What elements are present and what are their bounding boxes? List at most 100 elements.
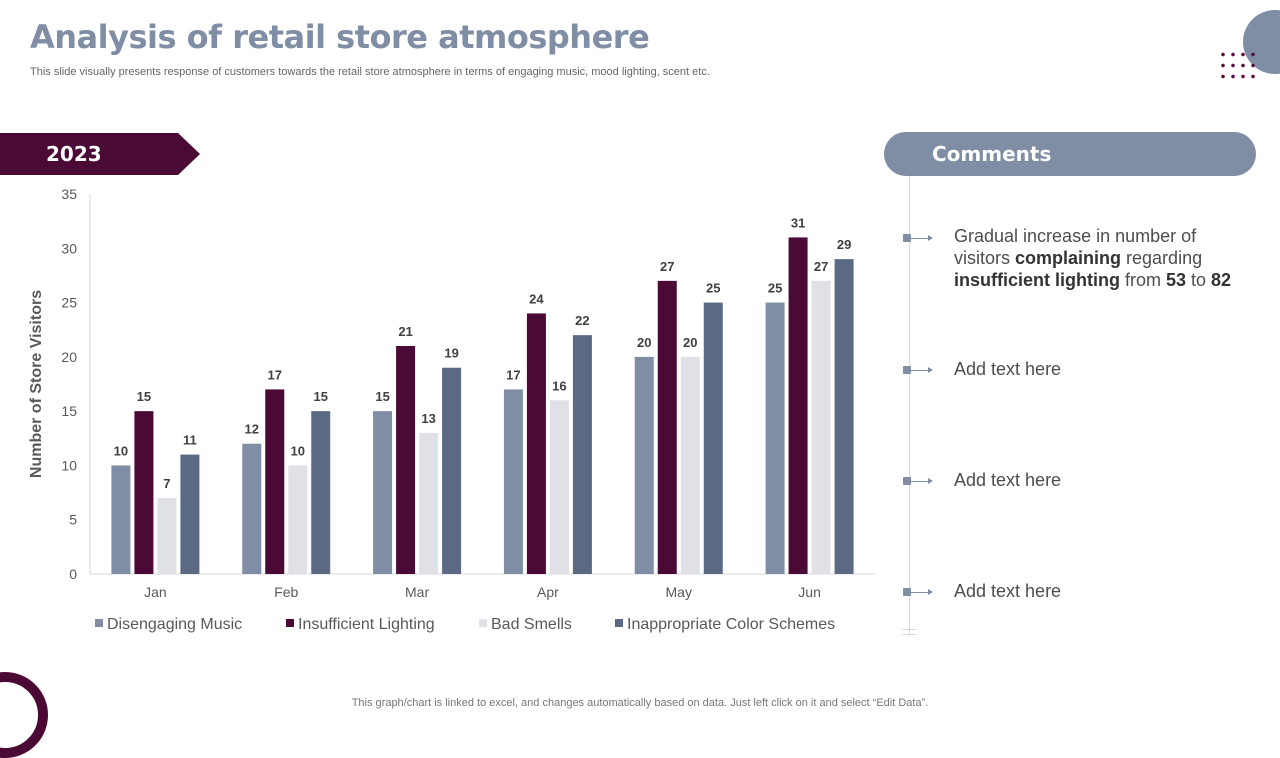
- bar: [242, 443, 262, 574]
- data-label: 31: [791, 215, 805, 230]
- bar: [180, 454, 200, 574]
- comment-text-part: from: [1119, 270, 1166, 290]
- bar: [265, 389, 285, 574]
- data-label: 20: [683, 335, 697, 350]
- data-label: 11: [183, 433, 197, 448]
- comment-text-4[interactable]: Add text here: [954, 581, 1062, 601]
- comment-arrow-line: [911, 481, 930, 482]
- data-label: 19: [444, 346, 458, 361]
- bar: [396, 346, 416, 574]
- y-tick-label: 0: [69, 566, 77, 582]
- legend-label: Insufficient Lighting: [298, 616, 435, 633]
- comment-arrow-head: [928, 367, 933, 373]
- bar: [572, 335, 592, 574]
- bar: [288, 465, 308, 574]
- data-label: 21: [398, 324, 412, 339]
- comment-arrow-head: [928, 478, 933, 484]
- comments-header: Comments: [884, 132, 1256, 176]
- comment-marker: [903, 366, 911, 374]
- y-tick-label: 30: [61, 240, 77, 256]
- bar: [549, 400, 569, 574]
- year-banner: 2023: [0, 133, 200, 175]
- comment-emphasis: 82: [1211, 270, 1232, 290]
- bar: [503, 389, 523, 574]
- y-tick-label: 15: [61, 403, 77, 419]
- bar: [111, 465, 131, 574]
- x-tick-label: Jan: [144, 584, 167, 600]
- bar: [134, 411, 154, 574]
- data-label: 12: [245, 422, 259, 437]
- data-label: 10: [114, 443, 128, 458]
- y-tick-label: 35: [61, 186, 77, 202]
- y-axis-title: Number of Store Visitors: [28, 290, 45, 478]
- comment-text-1[interactable]: Gradual increase in number of visitors c…: [954, 225, 1254, 291]
- page-subtitle: This slide visually presents response of…: [30, 66, 710, 78]
- data-label: 24: [529, 291, 544, 306]
- decorative-ring: [0, 672, 48, 758]
- legend-swatch: [95, 619, 103, 627]
- bar: [526, 313, 546, 574]
- legend-swatch: [286, 619, 294, 627]
- comment-marker: [903, 477, 911, 485]
- data-label: 27: [660, 259, 674, 274]
- bar-chart[interactable]: 0 5 10 15 20 25 30 35 Number of Store Visitors 10…: [0, 180, 880, 640]
- data-label: 22: [575, 313, 589, 328]
- comment-marker: [903, 588, 911, 596]
- comment-arrow-head: [928, 235, 933, 241]
- bar: [442, 367, 462, 574]
- comments-timeline: [909, 176, 910, 634]
- comment-text-part: regarding: [1121, 248, 1203, 268]
- x-tick-label: Mar: [405, 584, 429, 600]
- y-tick-label: 5: [69, 512, 77, 528]
- bar: [419, 432, 439, 574]
- comments-title: Comments: [932, 142, 1052, 166]
- data-label: 13: [421, 411, 435, 426]
- data-label: 25: [768, 281, 782, 296]
- x-tick-label: Feb: [274, 584, 298, 600]
- bar: [373, 411, 393, 574]
- legend-label: Bad Smells: [491, 616, 572, 633]
- comment-marker: [903, 234, 911, 242]
- data-label: 10: [291, 443, 305, 458]
- comment-arrow-line: [911, 238, 930, 239]
- data-label: 15: [375, 389, 389, 404]
- data-label: 20: [637, 335, 651, 350]
- comment-text-part: Gradual increase in number of visitors: [954, 226, 1197, 268]
- decorative-dot-grid: [1218, 49, 1260, 79]
- bar: [834, 259, 854, 574]
- bar: [680, 356, 700, 574]
- comment-text-part: to: [1186, 270, 1212, 290]
- data-label: 17: [268, 367, 282, 382]
- data-label: 15: [314, 389, 328, 404]
- y-tick-label: 25: [61, 295, 77, 311]
- comment-arrow-head: [928, 589, 933, 595]
- bar: [634, 356, 654, 574]
- data-label: 16: [552, 378, 566, 393]
- x-tick-label: May: [666, 584, 692, 600]
- comment-text-2[interactable]: Add text here: [954, 359, 1062, 379]
- comment-arrow-line: [911, 370, 930, 371]
- bar: [788, 237, 808, 574]
- timeline-end-cap: [902, 629, 917, 630]
- bar: [657, 280, 677, 574]
- comment-text-3[interactable]: Add text here: [954, 470, 1062, 490]
- legend-label: Inappropriate Color Schemes: [627, 616, 835, 633]
- year-label: 2023: [46, 142, 102, 166]
- bar: [811, 280, 831, 574]
- x-tick-label: Apr: [537, 584, 559, 600]
- bar: [765, 302, 785, 574]
- legend-swatch: [615, 619, 623, 627]
- comment-emphasis: insufficient lighting: [954, 270, 1120, 290]
- legend-label: Disengaging Music: [107, 616, 242, 633]
- comment-arrow-line: [911, 592, 930, 593]
- footer-note: This graph/chart is linked to excel, and…: [351, 697, 929, 709]
- data-label: 17: [506, 367, 520, 382]
- timeline-end-cap: [902, 634, 917, 635]
- data-label: 7: [163, 476, 170, 491]
- y-tick-label: 20: [61, 349, 77, 365]
- data-label: 15: [137, 389, 151, 404]
- bar: [157, 498, 177, 574]
- legend-swatch: [479, 619, 487, 627]
- page-title: Analysis of retail store atmosphere: [30, 18, 650, 56]
- bar: [703, 302, 723, 574]
